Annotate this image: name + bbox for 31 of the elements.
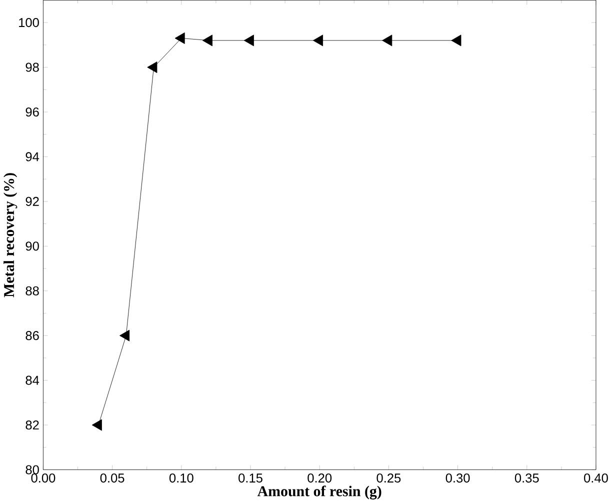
- point: [244, 34, 254, 46]
- y-tick-label: 94: [26, 152, 40, 162]
- y-tick-label: 88: [26, 286, 39, 296]
- y-tick-label: 100: [19, 18, 39, 28]
- x-tick-label: 0.00: [31, 474, 56, 483]
- y-tick-label: 90: [26, 242, 39, 251]
- point: [451, 34, 462, 46]
- x-tick-label: 0.20: [308, 474, 332, 483]
- x-tick-label: 0.15: [238, 474, 262, 483]
- y-tick-label: 92: [26, 196, 39, 206]
- y-tick-label: 86: [26, 331, 39, 340]
- x-tick-label: 0.25: [376, 474, 401, 483]
- y-tick-label: 96: [26, 107, 39, 117]
- point: [312, 34, 324, 46]
- y-tick-label: 98: [26, 62, 39, 72]
- x-tick-label: 0.10: [169, 474, 194, 483]
- x-axis-title: Amount of resin (g): [257, 486, 382, 500]
- point: [202, 34, 212, 46]
- point: [382, 34, 392, 46]
- point: [92, 419, 102, 431]
- x-tick-label: 0.40: [584, 474, 608, 483]
- point: [174, 32, 185, 44]
- y-axis-title: Metal recovery (%): [4, 173, 18, 298]
- x-tick-label: 0.05: [100, 474, 124, 483]
- x-tick-label: 0.30: [446, 474, 470, 483]
- point: [120, 330, 130, 342]
- y-tick-label: 82: [26, 420, 39, 430]
- y-tick-label: 84: [26, 376, 40, 385]
- x-tick-label: 0.35: [514, 474, 539, 483]
- y-tick-label: 80: [26, 465, 39, 474]
- point: [147, 62, 158, 74]
